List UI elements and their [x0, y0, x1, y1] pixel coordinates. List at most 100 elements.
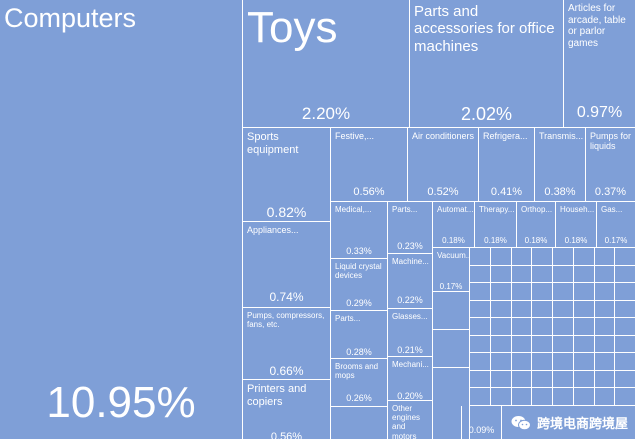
treemap-tile-small[interactable] [553, 318, 574, 336]
treemap-tile-small[interactable] [573, 388, 595, 406]
treemap-tile[interactable]: Other engines and motors [388, 401, 433, 440]
treemap-tile-small[interactable] [490, 370, 512, 389]
treemap-tile-small[interactable] [511, 300, 533, 319]
treemap-tile[interactable]: Orthop... 0.18% [517, 202, 556, 248]
treemap-tile-small[interactable] [490, 265, 512, 284]
treemap-tile[interactable]: Househ... 0.18% [556, 202, 597, 248]
treemap-tile-small[interactable] [511, 283, 533, 301]
treemap-tile-small[interactable] [615, 248, 636, 266]
treemap-tile-small[interactable] [594, 353, 616, 371]
treemap-tile[interactable]: Vacuum... 0.17% [433, 248, 470, 292]
treemap-tile-small[interactable] [594, 248, 616, 266]
treemap-tile-small[interactable] [490, 283, 512, 301]
treemap-tile[interactable]: Pumps for liquids 0.37% [586, 128, 636, 202]
treemap-tile-small[interactable] [615, 370, 636, 389]
treemap-tile[interactable]: Mechani... 0.20% [388, 357, 433, 401]
treemap-tile[interactable]: Liquid crystal devices 0.29% [331, 259, 388, 311]
treemap-tile-small[interactable] [553, 353, 574, 371]
treemap-tile-small[interactable] [490, 300, 512, 319]
treemap-tile[interactable]: Brooms and mops 0.26% [331, 359, 388, 407]
treemap-tile-small[interactable] [511, 353, 533, 371]
treemap-tile[interactable]: Appliances... 0.74% [243, 222, 331, 308]
treemap-tile-small[interactable] [470, 318, 491, 336]
treemap-tile-small[interactable] [615, 353, 636, 371]
treemap-tile-small[interactable] [553, 300, 574, 319]
treemap-tile-small[interactable] [573, 300, 595, 319]
treemap-tile-small[interactable] [594, 300, 616, 319]
treemap-tile-small[interactable] [331, 407, 388, 440]
treemap-tile-small[interactable] [532, 335, 553, 354]
treemap-tile-small[interactable] [594, 265, 616, 284]
treemap-tile-small[interactable] [511, 318, 533, 336]
treemap-tile-small[interactable] [615, 388, 636, 406]
treemap-tile[interactable]: Gas... 0.17% [597, 202, 636, 248]
treemap-tile-small[interactable] [553, 335, 574, 354]
treemap-tile-small[interactable] [470, 283, 491, 301]
treemap-tile[interactable]: Computers 10.95% [0, 0, 243, 440]
treemap-tile-small[interactable] [490, 388, 512, 406]
treemap-tile-small[interactable] [470, 388, 491, 406]
treemap-tile-small[interactable] [615, 335, 636, 354]
treemap-tile[interactable]: Printers and copiers 0.56% [243, 380, 331, 440]
treemap-tile-small[interactable] [532, 370, 553, 389]
treemap-tile-small[interactable] [532, 283, 553, 301]
treemap-tile-small[interactable] [532, 388, 553, 406]
treemap-tile-small[interactable] [511, 335, 533, 354]
treemap-tile-small[interactable] [511, 248, 533, 266]
treemap-tile-small[interactable] [615, 283, 636, 301]
treemap-tile-small[interactable] [470, 248, 491, 266]
treemap-tile-small[interactable] [573, 335, 595, 354]
treemap-tile-small[interactable] [553, 283, 574, 301]
treemap-tile-small[interactable] [553, 370, 574, 389]
treemap-tile[interactable]: Transmis... 0.38% [535, 128, 586, 202]
treemap-tile-small[interactable] [573, 248, 595, 266]
treemap-tile-small[interactable] [594, 318, 616, 336]
treemap-tile-small[interactable] [470, 265, 491, 284]
treemap-tile[interactable]: Air conditioners 0.52% [408, 128, 479, 202]
treemap-tile-small[interactable] [573, 265, 595, 284]
treemap-tile[interactable]: Refrigera... 0.41% [479, 128, 535, 202]
treemap-tile-small[interactable] [470, 300, 491, 319]
treemap-tile-small[interactable] [532, 300, 553, 319]
treemap-tile[interactable]: Automat... 0.18% [433, 202, 475, 248]
treemap-tile-small[interactable] [553, 388, 574, 406]
treemap-tile-small[interactable] [511, 370, 533, 389]
treemap-tile[interactable]: Parts and accessories for office machine… [410, 0, 564, 128]
treemap-tile[interactable]: Glasses... 0.21% [388, 309, 433, 357]
treemap-tile-small[interactable] [553, 248, 574, 266]
treemap-tile-small[interactable] [532, 248, 553, 266]
treemap-tile-small[interactable] [470, 335, 491, 354]
treemap-tile[interactable]: Therapy... 0.18% [475, 202, 517, 248]
treemap-tile[interactable]: Parts... 0.23% [388, 202, 433, 254]
treemap-tile-small[interactable] [573, 318, 595, 336]
treemap-tile[interactable]: Medical,... 0.33% [331, 202, 388, 259]
treemap-tile-small[interactable] [594, 335, 616, 354]
treemap-tile-small[interactable] [470, 370, 491, 389]
treemap-tile[interactable]: Articles for arcade, table or parlor gam… [564, 0, 636, 128]
treemap-tile-small[interactable] [573, 353, 595, 371]
treemap-tile-small[interactable] [532, 318, 553, 336]
treemap-tile-small[interactable] [490, 248, 512, 266]
treemap-tile-small[interactable] [490, 335, 512, 354]
treemap-tile-small[interactable] [532, 353, 553, 371]
treemap-tile-small[interactable] [594, 388, 616, 406]
treemap-tile-small[interactable] [594, 283, 616, 301]
treemap-tile-small[interactable] [594, 370, 616, 389]
treemap-tile-small[interactable] [511, 388, 533, 406]
treemap-tile[interactable]: Festive,... 0.56% [331, 128, 408, 202]
treemap-tile-small[interactable] [553, 265, 574, 284]
treemap-tile-small[interactable] [490, 353, 512, 371]
treemap-tile-small[interactable] [615, 300, 636, 319]
treemap-tile-small[interactable] [615, 265, 636, 284]
treemap-tile-small[interactable] [433, 330, 470, 368]
treemap-tile[interactable]: Machine... 0.22% [388, 254, 433, 309]
treemap-tile-small[interactable] [490, 318, 512, 336]
treemap-tile-small[interactable] [573, 370, 595, 389]
treemap-tile[interactable]: Sports equipment 0.82% [243, 128, 331, 222]
treemap-tile-small[interactable] [433, 292, 470, 330]
treemap-tile-small[interactable] [532, 265, 553, 284]
treemap-tile-small[interactable] [433, 406, 462, 440]
treemap-tile[interactable]: Pumps, compressors, fans, etc. 0.66% [243, 308, 331, 380]
treemap-tile-small[interactable] [615, 318, 636, 336]
treemap-tile[interactable]: Toys 2.20% [243, 0, 410, 128]
